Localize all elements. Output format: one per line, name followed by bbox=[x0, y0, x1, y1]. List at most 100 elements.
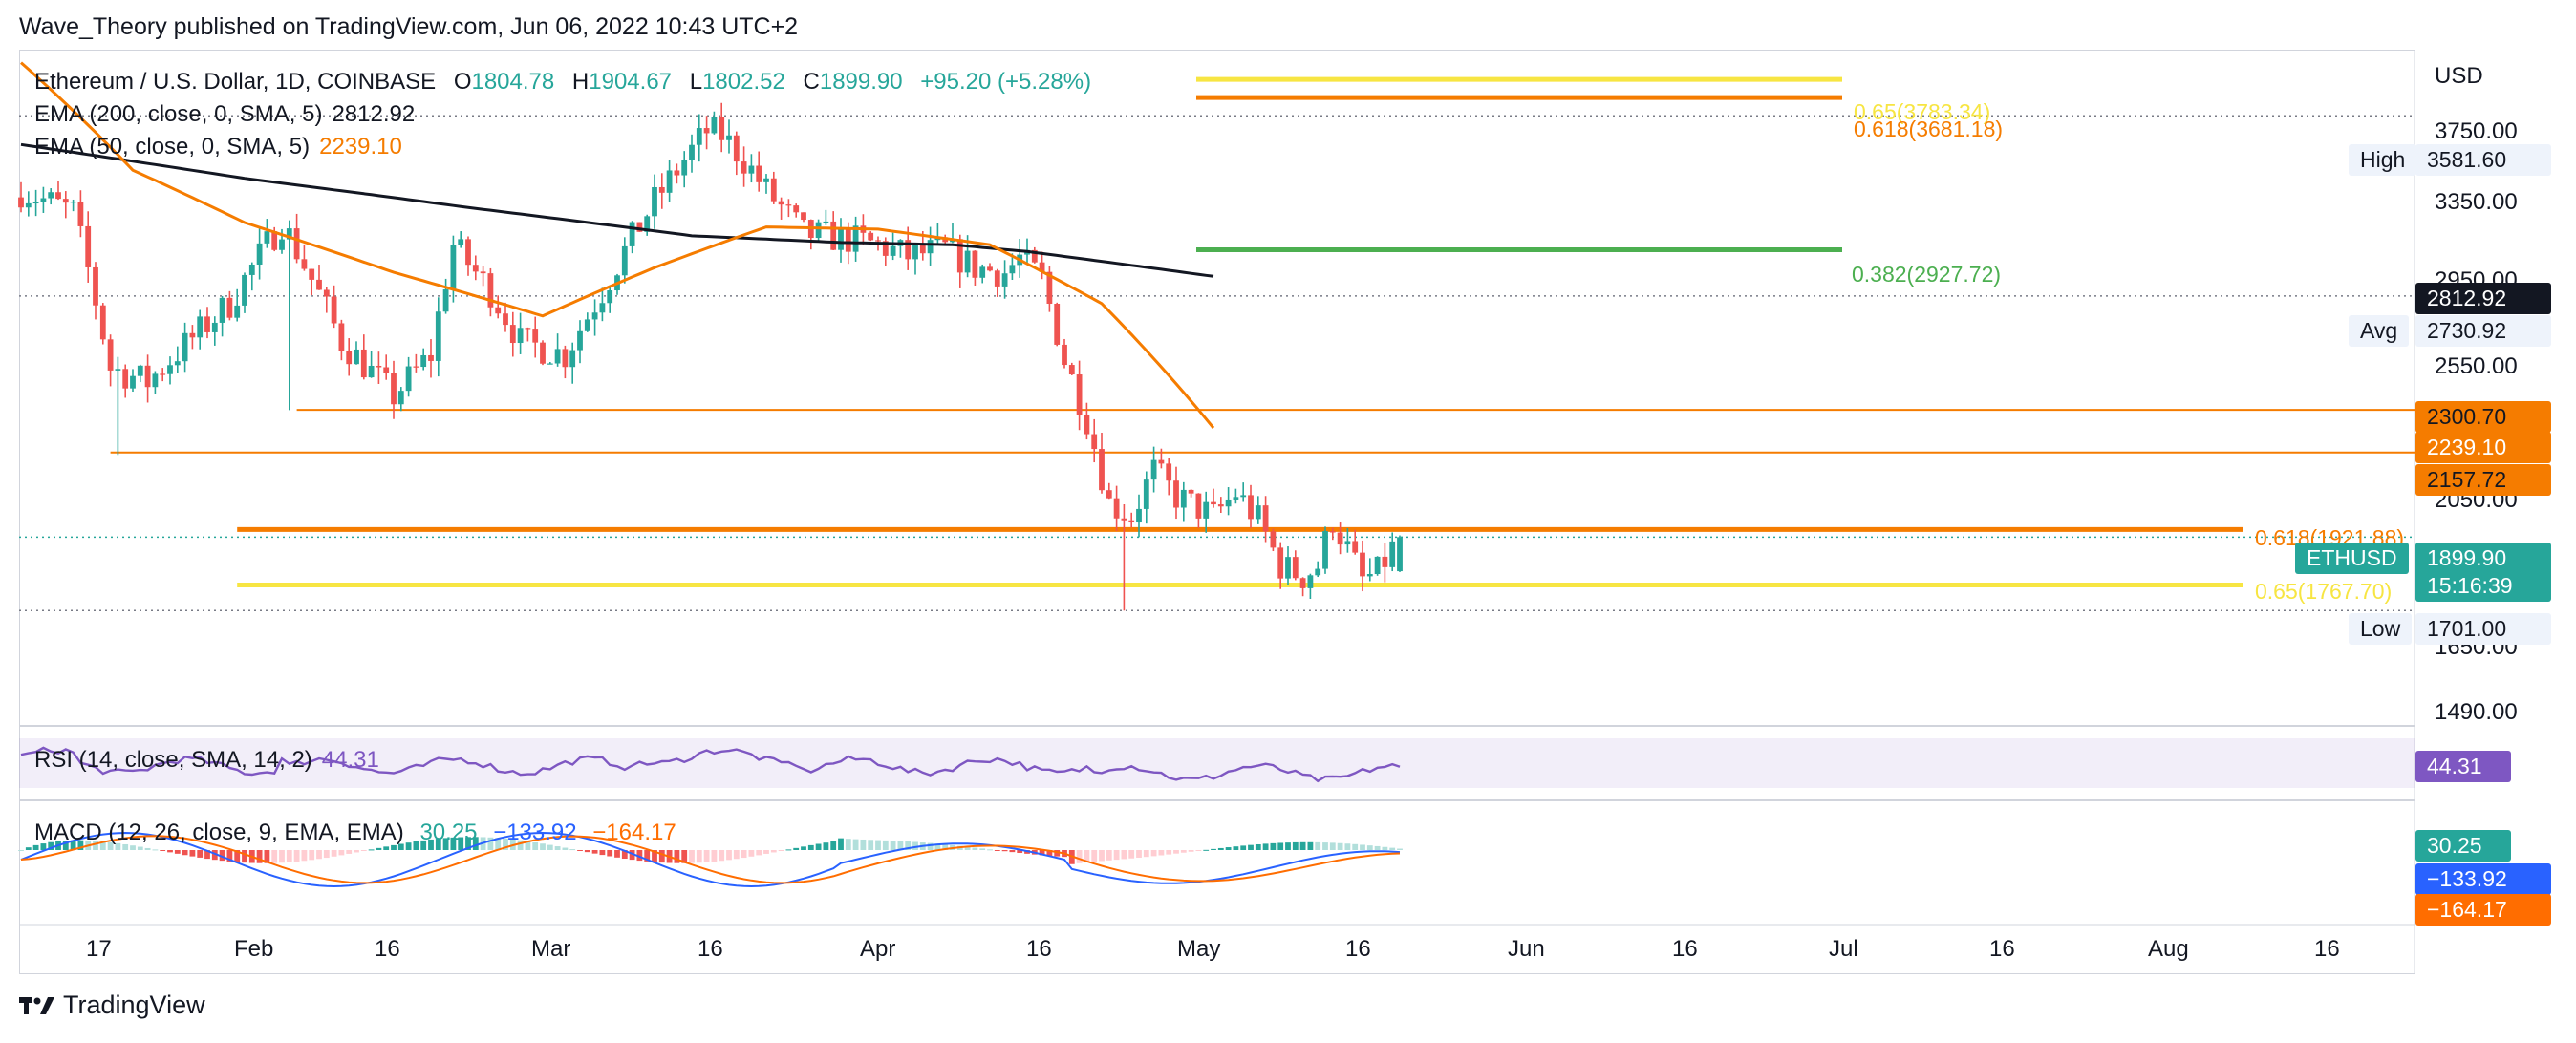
macd-histogram-bar bbox=[174, 850, 181, 854]
macd-histogram-bar bbox=[487, 837, 494, 850]
candle-body bbox=[1009, 265, 1016, 274]
macd-histogram-bar bbox=[1099, 850, 1105, 862]
candle bbox=[242, 272, 247, 313]
candle bbox=[778, 197, 784, 220]
candle-body bbox=[1225, 499, 1232, 507]
macd-histogram-bar bbox=[189, 850, 196, 857]
macd-histogram-bar bbox=[376, 847, 382, 850]
candle bbox=[1166, 458, 1172, 496]
candle bbox=[979, 264, 986, 284]
macd-histogram-bar bbox=[1150, 850, 1157, 857]
candle-body bbox=[658, 186, 665, 193]
candle-body bbox=[338, 323, 345, 351]
candle-body bbox=[577, 330, 583, 351]
candle bbox=[1062, 338, 1067, 369]
candle bbox=[1039, 251, 1045, 280]
candle-body bbox=[99, 305, 106, 340]
candle-body bbox=[55, 192, 61, 200]
macd-histogram-bar bbox=[1360, 844, 1365, 850]
ema200-legend: EMA (200, close, 0, SMA, 5) 2812.92 bbox=[34, 101, 416, 127]
candle-body bbox=[234, 305, 241, 318]
candle-body bbox=[540, 342, 546, 364]
candle-body bbox=[830, 221, 837, 250]
candle bbox=[309, 268, 315, 295]
candle bbox=[584, 312, 590, 332]
candle-body bbox=[666, 170, 673, 193]
candle-body bbox=[1046, 271, 1053, 304]
macd-histogram-bar bbox=[890, 841, 896, 850]
candle bbox=[1211, 488, 1216, 508]
time-tick: 16 bbox=[2314, 936, 2340, 962]
candle-body bbox=[130, 375, 136, 389]
candle bbox=[413, 353, 419, 372]
candle bbox=[1225, 487, 1232, 516]
candle-body bbox=[569, 350, 576, 368]
candle bbox=[547, 362, 553, 365]
candle-body bbox=[1106, 490, 1112, 499]
macd-histogram-bar bbox=[286, 850, 292, 862]
candle bbox=[152, 371, 159, 394]
macd-histogram-bar bbox=[1076, 850, 1083, 863]
candle-body bbox=[1397, 537, 1403, 572]
candle bbox=[77, 190, 84, 238]
candle-body bbox=[174, 361, 181, 366]
candle-body bbox=[1001, 273, 1008, 287]
macd-histogram-bar bbox=[689, 850, 695, 863]
candle-body bbox=[905, 240, 912, 260]
candle-body bbox=[271, 231, 278, 250]
candle bbox=[1076, 360, 1083, 431]
candle bbox=[719, 102, 725, 153]
candle-body bbox=[1128, 520, 1135, 523]
symbol-tag: ETHUSD bbox=[2295, 543, 2409, 574]
candle bbox=[323, 287, 330, 313]
candle bbox=[1188, 489, 1194, 498]
candle-body bbox=[1150, 459, 1157, 480]
macd-histogram-bar bbox=[18, 850, 24, 851]
candle-body bbox=[197, 316, 204, 338]
macd-histogram-bar bbox=[234, 850, 241, 862]
candle-body bbox=[785, 204, 792, 206]
macd-histogram-bar bbox=[465, 837, 471, 850]
candle bbox=[1240, 482, 1247, 502]
candle bbox=[1285, 546, 1291, 585]
candle-body bbox=[442, 289, 449, 312]
candle-body bbox=[286, 228, 292, 240]
macd-histogram-bar bbox=[882, 840, 889, 850]
candle bbox=[1270, 528, 1277, 552]
candle bbox=[1054, 302, 1061, 347]
macd-histogram-bar bbox=[801, 846, 806, 850]
candle-body bbox=[480, 271, 486, 274]
candle-body bbox=[204, 316, 210, 332]
candle-body bbox=[1315, 568, 1321, 576]
candle bbox=[1307, 573, 1314, 600]
macd-histogram-bar bbox=[1315, 841, 1321, 850]
candle bbox=[644, 214, 651, 236]
candle bbox=[435, 297, 441, 377]
candle-body bbox=[376, 365, 382, 368]
candle bbox=[70, 199, 76, 212]
time-tick: Mar bbox=[531, 936, 571, 962]
macd-histogram-bar bbox=[1382, 846, 1388, 850]
macd-histogram-bar bbox=[1039, 850, 1045, 856]
macd-histogram-bar bbox=[360, 850, 367, 851]
macd-histogram-bar bbox=[413, 841, 419, 850]
candle bbox=[882, 237, 889, 266]
rsi-band bbox=[19, 738, 2415, 788]
candle bbox=[248, 262, 255, 291]
macd-histogram-bar bbox=[1054, 850, 1061, 857]
candle-body bbox=[1389, 541, 1396, 567]
macd-histogram-bar bbox=[99, 841, 106, 850]
rsi-legend: RSI (14, close, SMA, 14, 2) 44.31 bbox=[34, 747, 379, 773]
candle-body bbox=[25, 202, 32, 208]
tradingview-logo[interactable]: TradingView bbox=[19, 990, 205, 1020]
macd-histogram-bar bbox=[70, 840, 76, 850]
candle bbox=[503, 302, 508, 332]
candle-body bbox=[1099, 449, 1105, 491]
candle bbox=[48, 188, 54, 205]
candle bbox=[807, 219, 814, 250]
macd-histogram-bar bbox=[197, 850, 204, 858]
macd-histogram-bar bbox=[942, 844, 949, 850]
candle bbox=[1121, 503, 1127, 611]
ohlc-change: +95.20 (+5.28%) bbox=[920, 69, 1092, 95]
